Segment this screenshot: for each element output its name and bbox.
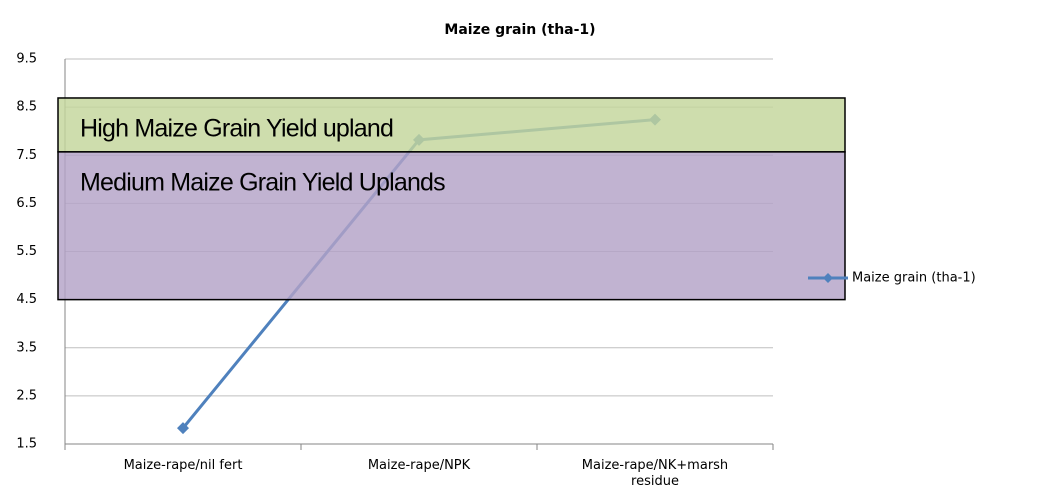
- y-tick-label: 1.5: [16, 437, 37, 452]
- y-tick-label: 8.5: [16, 100, 37, 115]
- y-tick-label: 4.5: [16, 292, 37, 307]
- legend-label: Maize grain (tha-1): [852, 271, 976, 286]
- x-tick-label: Maize-rape/NPK: [367, 458, 471, 473]
- chart-title: Maize grain (tha-1): [444, 22, 595, 38]
- marker: [177, 422, 189, 435]
- x-tick-label: Maize-rape/nil fert: [123, 458, 243, 473]
- x-tick-label: Maize-rape/NK+marsh residue: [581, 458, 729, 489]
- y-tick-label: 7.5: [16, 148, 37, 163]
- band-label: Medium Maize Grain Yield Uplands: [80, 168, 445, 196]
- x-tick-label-box: Maize-rape/NPK: [367, 458, 471, 473]
- x-tick-label-box: Maize-rape/nil fert: [123, 458, 243, 473]
- y-tick-label: 6.5: [16, 196, 37, 211]
- x-tick-label-box: Maize-rape/NK+marsh residue: [581, 458, 729, 489]
- band: [57, 151, 846, 301]
- y-tick-label: 5.5: [16, 244, 37, 259]
- legend-marker: [823, 273, 833, 283]
- band: [57, 97, 846, 153]
- y-tick-label: 2.5: [16, 388, 37, 403]
- band-label: High Maize Grain Yield upland: [80, 115, 393, 143]
- y-tick-label: 9.5: [16, 52, 37, 67]
- y-tick-label: 3.5: [16, 340, 37, 355]
